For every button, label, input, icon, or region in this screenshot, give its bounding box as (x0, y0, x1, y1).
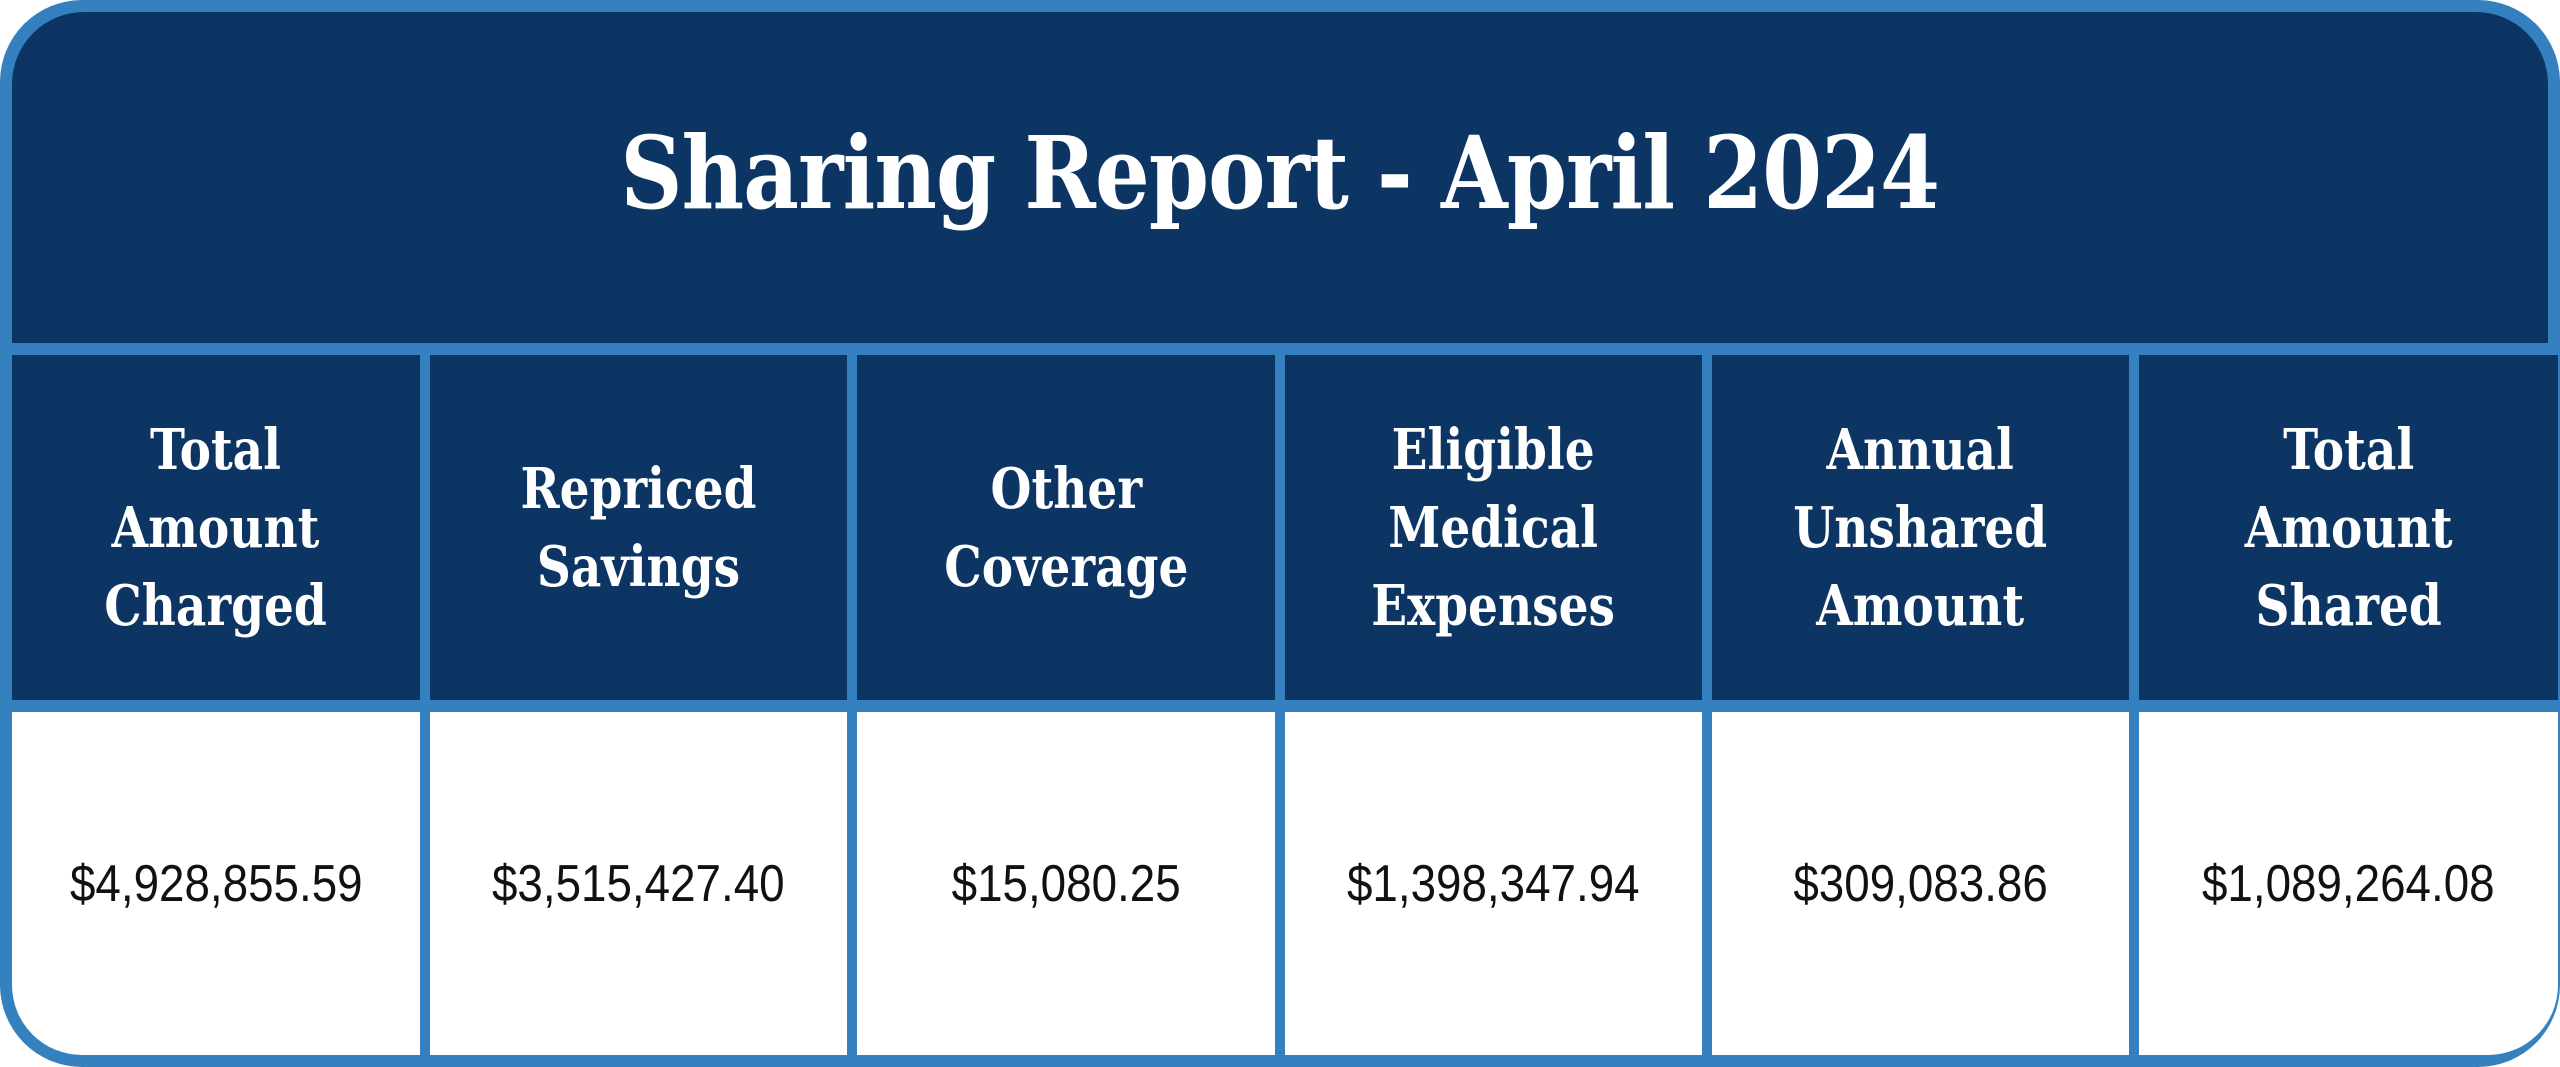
value-text: $15,080.25 (951, 854, 1181, 913)
header-label: Total Amount Charged (104, 416, 328, 639)
value-text: $1,398,347.94 (1347, 854, 1640, 913)
title-bar: Sharing Report - April 2024 (12, 12, 2548, 343)
column-header-total-amount-shared: Total Amount Shared (2139, 355, 2558, 700)
column-header-other-coverage: Other Coverage (857, 355, 1275, 700)
column-header-repriced-savings: Repriced Savings (430, 355, 847, 700)
header-label: Other Coverage (943, 455, 1189, 600)
value-text: $1,089,264.08 (2202, 854, 2495, 913)
value-repriced-savings: $3,515,427.40 (430, 712, 847, 1055)
value-total-amount-shared: $1,089,264.08 (2139, 712, 2558, 1055)
value-text: $4,928,855.59 (69, 854, 363, 913)
report-table: Total Amount Charged Repriced Savings Ot… (12, 355, 2558, 1055)
column-header-eligible-medical-expenses: Eligible Medical Expenses (1285, 355, 1702, 700)
header-label: Eligible Medical Expenses (1371, 416, 1616, 639)
value-total-amount-charged: $4,928,855.59 (12, 712, 420, 1055)
value-text: $3,515,427.40 (492, 854, 785, 913)
value-other-coverage: $15,080.25 (857, 712, 1275, 1055)
column-header-total-amount-charged: Total Amount Charged (12, 355, 420, 700)
value-text: $309,083.86 (1793, 854, 2048, 913)
header-label: Total Amount Shared (2244, 416, 2453, 639)
column-header-annual-unshared-amount: Annual Unshared Amount (1712, 355, 2129, 700)
value-annual-unshared-amount: $309,083.86 (1712, 712, 2129, 1055)
header-label: Annual Unshared Amount (1793, 416, 2048, 639)
report-title: Sharing Report - April 2024 (620, 113, 1941, 232)
header-label: Repriced Savings (520, 455, 757, 600)
value-eligible-medical-expenses: $1,398,347.94 (1285, 712, 1702, 1055)
